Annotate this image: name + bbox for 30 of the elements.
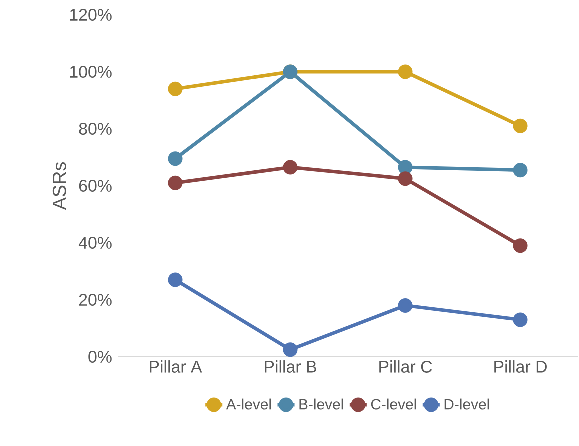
point bbox=[168, 152, 183, 166]
y-tick-label: 0% bbox=[88, 351, 112, 363]
legend-label: B-level bbox=[300, 398, 344, 410]
y-tick-label: 120% bbox=[70, 9, 112, 21]
x-tick-label: Pillar A bbox=[150, 360, 202, 373]
point bbox=[398, 160, 413, 175]
y-tick-label: 80% bbox=[79, 123, 112, 135]
y-tick-label: 40% bbox=[78, 237, 112, 249]
point bbox=[398, 298, 413, 313]
point bbox=[168, 272, 183, 288]
point bbox=[513, 118, 528, 134]
point bbox=[398, 172, 413, 186]
y-axis-title: ASRs bbox=[52, 162, 66, 210]
point bbox=[513, 163, 528, 178]
point bbox=[283, 342, 298, 358]
point bbox=[513, 312, 528, 328]
x-tick-label: Pillar C bbox=[380, 360, 432, 373]
legend-label: A-level bbox=[226, 398, 272, 410]
legend-label: C-level bbox=[371, 398, 416, 410]
x-tick-label: Pillar D bbox=[494, 360, 547, 373]
y-tick-label: 100% bbox=[70, 66, 112, 78]
point bbox=[283, 160, 298, 175]
legend-label: D-level bbox=[444, 398, 490, 410]
x-tick-label: Pillar B bbox=[265, 360, 316, 373]
y-tick-label: 60% bbox=[79, 180, 112, 192]
y-tick-label: 20% bbox=[79, 294, 112, 306]
point bbox=[168, 82, 183, 96]
point bbox=[513, 238, 528, 254]
point bbox=[398, 64, 413, 80]
point bbox=[168, 176, 183, 190]
